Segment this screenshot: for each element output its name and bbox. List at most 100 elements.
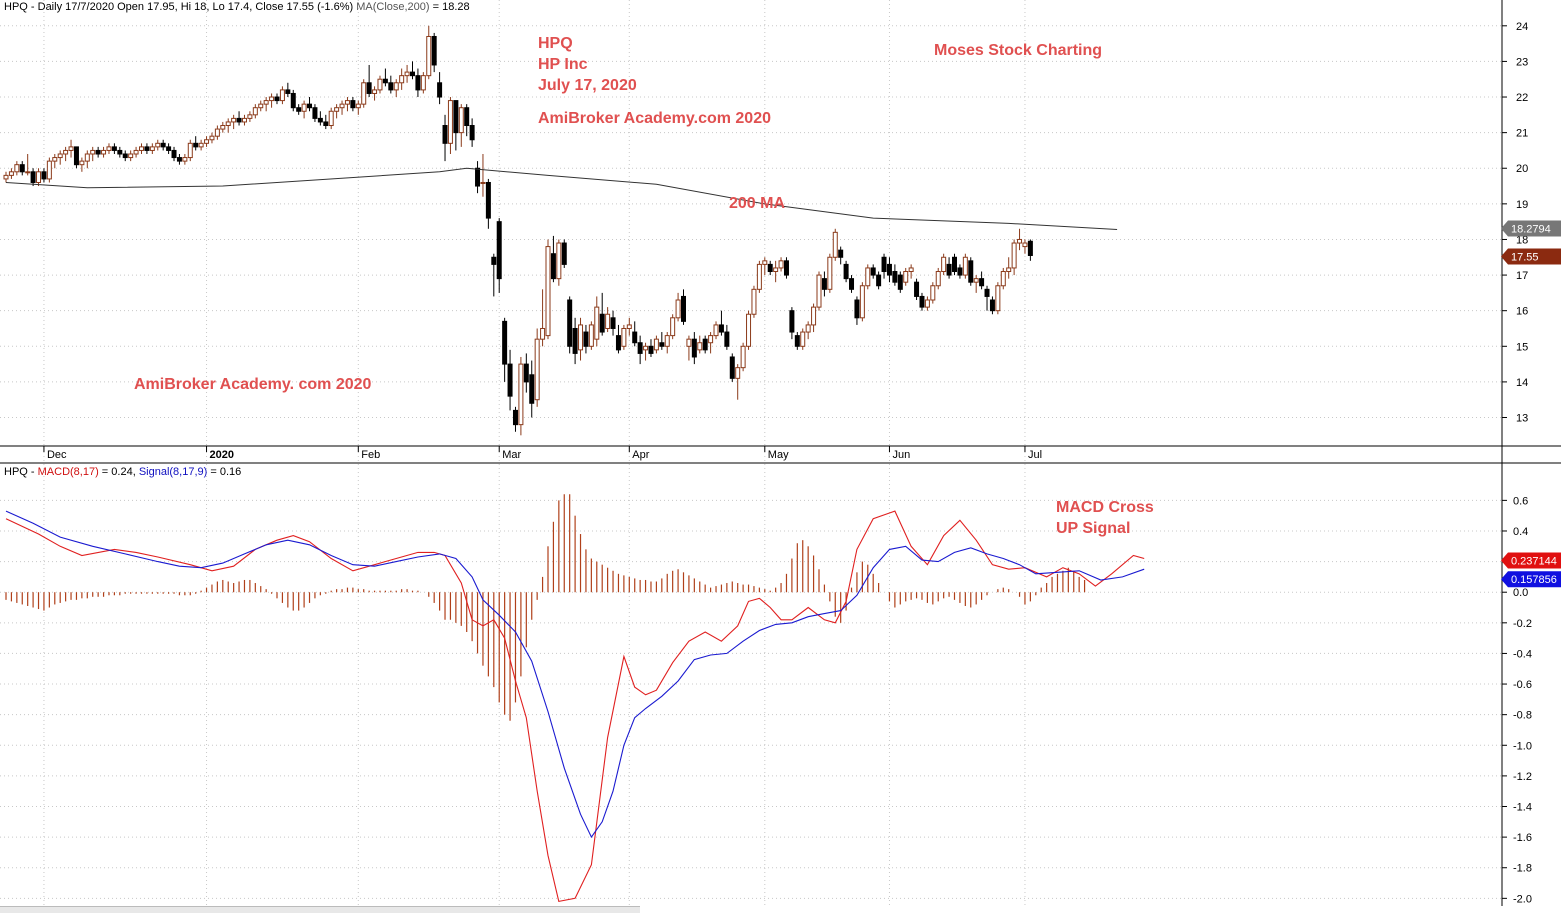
candle xyxy=(816,271,822,311)
candle-body xyxy=(572,327,578,354)
candle-body xyxy=(101,149,107,155)
candle-body xyxy=(252,107,258,116)
candle-body xyxy=(1027,240,1033,256)
candle-body xyxy=(930,285,936,301)
candle xyxy=(718,310,724,336)
candle-body xyxy=(540,327,546,340)
candle xyxy=(903,267,909,286)
price-y-tick-label: 22 xyxy=(1516,92,1528,104)
candle xyxy=(594,296,600,347)
candle xyxy=(41,168,47,183)
candle-body xyxy=(209,135,215,141)
candle-body xyxy=(664,335,670,347)
macd-y-tick-label: -0.2 xyxy=(1513,618,1532,630)
candle xyxy=(540,289,546,347)
candle-body xyxy=(908,267,914,273)
candle xyxy=(794,332,800,350)
candle xyxy=(729,353,735,382)
candle xyxy=(886,257,892,283)
candle xyxy=(388,75,394,94)
candle-body xyxy=(431,35,437,66)
macd-y-tick-label: -2.0 xyxy=(1513,893,1532,905)
candle-body xyxy=(258,103,264,109)
candle xyxy=(664,332,670,354)
candle-body xyxy=(681,295,686,322)
macd-y-tick-label: -1.4 xyxy=(1513,802,1532,814)
candle-body xyxy=(897,274,903,290)
candle xyxy=(632,321,638,347)
candle xyxy=(865,264,871,290)
candle-body xyxy=(447,100,453,144)
candle xyxy=(382,68,388,87)
candle-body xyxy=(816,274,822,308)
candle-body xyxy=(876,274,882,287)
annotation-site-top: AmiBroker Academy.com 2020 xyxy=(538,110,771,127)
macd-y-tick-label: -0.4 xyxy=(1513,648,1532,660)
candle-body xyxy=(464,107,470,127)
macd-header-value: = 0.24, xyxy=(98,466,139,478)
candle-body xyxy=(160,142,166,148)
candle xyxy=(415,68,421,98)
candle xyxy=(805,321,811,340)
candle xyxy=(653,335,659,354)
close-value-tag-text: 17.55 xyxy=(1511,251,1539,263)
candle xyxy=(36,168,42,187)
x-tick-label: Feb xyxy=(361,449,380,461)
candle-body xyxy=(155,142,161,148)
candle xyxy=(139,143,144,154)
annotation-macd-cross: MACD Cross xyxy=(1056,499,1154,516)
candle-body xyxy=(426,35,432,77)
candle-body xyxy=(355,103,361,109)
candle xyxy=(350,97,356,112)
x-tick-label: Mar xyxy=(502,449,521,461)
candle-body xyxy=(496,221,502,280)
candle-body xyxy=(111,146,117,151)
candle xyxy=(827,253,833,293)
candle-body xyxy=(307,103,313,109)
candle xyxy=(702,335,708,354)
candle xyxy=(339,100,345,115)
candle xyxy=(599,292,605,336)
candle-body xyxy=(979,278,985,287)
candle-body xyxy=(713,324,719,337)
candle-body xyxy=(838,249,844,258)
candle-body xyxy=(382,78,388,84)
candle-body xyxy=(821,278,827,290)
candle xyxy=(968,257,974,286)
candle xyxy=(344,97,350,112)
candle xyxy=(859,282,865,322)
candle xyxy=(155,139,161,151)
candle-body xyxy=(312,107,318,119)
candle-body xyxy=(139,146,144,151)
annotation-site-bottom: AmiBroker Academy. com 2020 xyxy=(134,376,372,393)
candle-body xyxy=(621,327,627,347)
candle xyxy=(447,97,453,154)
candle xyxy=(328,107,334,130)
candle xyxy=(534,328,540,407)
sheet-tab-strip[interactable] xyxy=(0,906,640,913)
candle-body xyxy=(285,89,291,94)
macd-value-tag: 0.237144 xyxy=(1501,552,1561,569)
candle xyxy=(30,168,36,187)
candle-body xyxy=(643,345,649,351)
candle xyxy=(149,143,155,154)
candle xyxy=(225,118,231,133)
candle xyxy=(14,161,20,176)
candle xyxy=(209,132,215,144)
candle-body xyxy=(377,78,383,91)
candle xyxy=(550,235,556,283)
ma-header-value: = 18.28 xyxy=(429,1,470,13)
candle xyxy=(84,150,90,169)
candle xyxy=(724,324,730,350)
candle xyxy=(220,121,226,133)
candle xyxy=(892,264,898,286)
macd-y-tick-label: -0.8 xyxy=(1513,710,1532,722)
candle-body xyxy=(995,285,1001,312)
candle-body xyxy=(491,256,497,265)
candle-body xyxy=(740,345,746,369)
signal-header-value: = 0.16 xyxy=(207,466,242,478)
candle xyxy=(8,168,14,179)
candle-body xyxy=(485,181,491,219)
candle xyxy=(756,260,762,293)
